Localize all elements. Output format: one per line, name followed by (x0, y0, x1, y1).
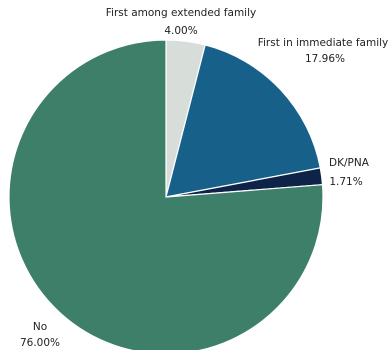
slice-label-first-among-extended-family: First among extended family (106, 7, 256, 19)
pie-slices (8, 39, 324, 350)
slice-value-first-among-extended-family: 4.00% (164, 25, 197, 37)
slice-value-first-in-immediate-family: 17.96% (305, 53, 345, 65)
slice-label-first-in-immediate-family: First in immediate family (258, 37, 389, 49)
pie-slice-first-in-immediate-family (165, 44, 321, 198)
pie-slice-no (8, 39, 324, 350)
slice-label-dk-pna: DK/PNA (329, 157, 370, 169)
slice-value-dk-pna: 1.71% (329, 176, 362, 188)
slice-value-no: 76.00% (20, 337, 60, 349)
slice-label-no: No (33, 321, 47, 333)
